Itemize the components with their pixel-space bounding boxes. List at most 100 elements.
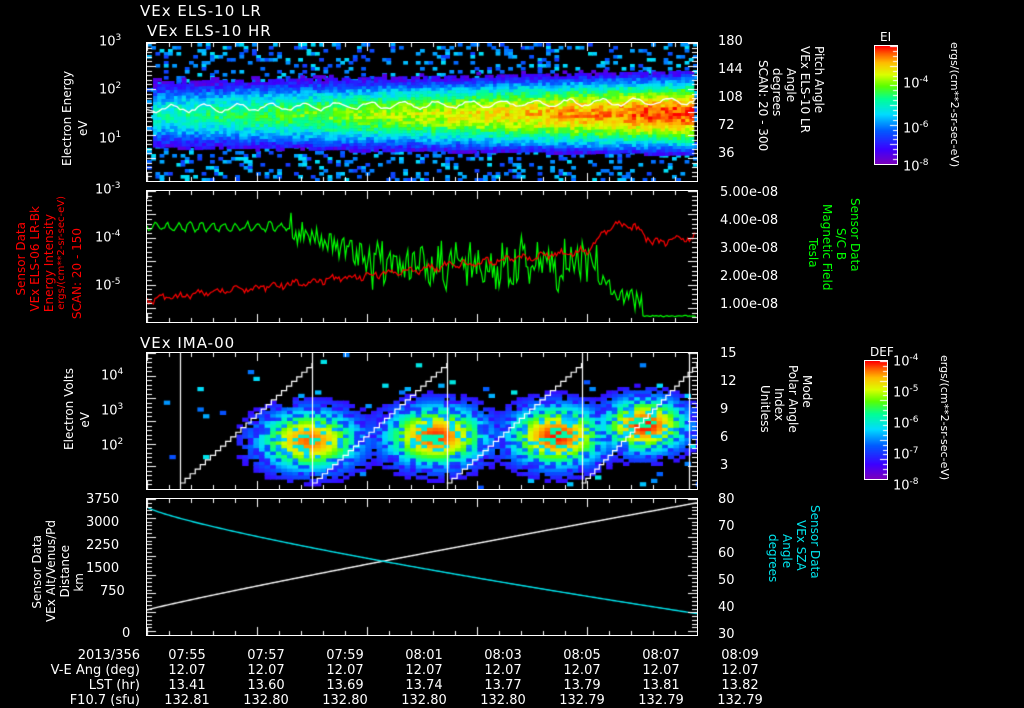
tick-exponent: -4: [111, 229, 121, 239]
bottom-table-cell: 08:09: [721, 648, 759, 663]
tick-exponent: -4: [909, 353, 919, 363]
tick-exponent: 2: [115, 81, 122, 91]
panel3-left-tick-2: 102: [101, 437, 123, 453]
bottom-table-cell: 07:57: [247, 648, 285, 663]
bottom-table-cell: 13.60: [247, 678, 285, 693]
panel3-right-axis-name-3: Index: [772, 388, 786, 422]
bottom-table-cell: 132.79: [638, 693, 684, 708]
panel3-colorbar: [864, 360, 888, 480]
panel1-right-tick-2: 108: [718, 90, 743, 105]
panel4-right-axis-name-3: Angle: [780, 534, 794, 569]
panel2-right-axis-name-3: Magnetic Field: [820, 204, 834, 291]
tick-exponent: 2: [117, 437, 124, 447]
panel1-colorbar-unit: ergs/(cm**2-sr-sec-eV): [948, 42, 961, 168]
bottom-table-cell: 08:03: [484, 648, 522, 663]
tick-exponent: -7: [909, 446, 919, 456]
tick-mantissa: 10: [893, 416, 910, 432]
panel4-left-tick-2: 2250: [86, 538, 120, 553]
panel3-right-tick-0: 15: [720, 346, 737, 361]
panel1-plot-area[interactable]: [146, 42, 698, 182]
panel3-colorbar-tick-4: 10-8: [893, 477, 919, 493]
panel3-right-tick-3: 6: [720, 430, 729, 445]
bottom-table-cell: 12.07: [563, 663, 601, 678]
tick-mantissa: 10: [893, 478, 910, 494]
panel4-right-tick-2: 60: [718, 546, 735, 561]
bottom-table-cell: 13.82: [721, 678, 759, 693]
tick-mantissa: 10: [99, 82, 116, 98]
tick-exponent: -8: [919, 158, 929, 168]
tick-mantissa: 10: [893, 354, 910, 370]
panel1-title-lr: VEx ELS-10 LR: [140, 2, 262, 20]
bottom-table-row-label: V-E Ang (deg): [50, 663, 140, 678]
panel4-left-tick-0: 3750: [86, 492, 120, 507]
panel2-plot-area[interactable]: [146, 190, 698, 323]
bottom-table-cell: 07:59: [326, 648, 364, 663]
panel3-colorbar-tick-0: 10-4: [893, 353, 919, 369]
tick-exponent: -6: [919, 120, 929, 130]
bottom-table-cell: 08:07: [642, 648, 680, 663]
panel1-colorbar-label: EI: [880, 30, 892, 44]
panel1-colorbar-tick-0: 10-4: [903, 75, 929, 91]
panel2-left-tick-0: 10-3: [95, 181, 121, 197]
panel2-left-axis-name-1: Sensor Data: [14, 222, 28, 296]
panel2-right-tick-4: 1.00e-08: [720, 297, 779, 312]
panel4-right-axis-name-2: VEx SZA: [794, 520, 808, 571]
panel4-right-tick-5: 30: [718, 627, 735, 642]
panel1-left-tick-1: 102: [99, 81, 121, 97]
bottom-table-cell: 132.79: [559, 693, 605, 708]
tick-mantissa: 10: [903, 76, 920, 92]
tick-mantissa: 10: [101, 438, 118, 454]
tick-mantissa: 10: [101, 368, 118, 384]
panel4-left-axis-name-2: VEx Alt/Venus/Pd: [44, 520, 58, 623]
panel1-left-axis-name-1: Electron Energy: [60, 70, 74, 166]
panel3-plot-area[interactable]: [146, 352, 698, 490]
bottom-table-row-label: LST (hr): [88, 678, 140, 693]
bottom-table-cell: 132.81: [164, 693, 210, 708]
bottom-table-cell: 12.07: [247, 663, 285, 678]
bottom-table-cell: 12.07: [642, 663, 680, 678]
panel3-title: VEx IMA-00: [140, 334, 236, 352]
tick-mantissa: 10: [95, 182, 112, 198]
bottom-table-row-label: 2013/356: [77, 648, 140, 663]
panel4-left-axis-name-4: km: [72, 573, 86, 592]
bottom-table-cell: 13.74: [405, 678, 443, 693]
tick-mantissa: 10: [95, 278, 112, 294]
panel1-right-tick-3: 72: [718, 118, 735, 133]
panel3-right-axis-name-2: Polar Angle: [786, 365, 800, 433]
panel2-left-axis-name-3: Energy Intensity: [42, 214, 56, 313]
tick-exponent: -3: [111, 181, 121, 191]
panel3-colorbar-tick-1: 10-5: [893, 384, 919, 400]
panel2-right-tick-1: 4.00e-08: [720, 213, 779, 228]
bottom-table-cell: 13.69: [326, 678, 364, 693]
panel4-right-tick-1: 70: [718, 519, 735, 534]
panel4-right-axis-name-4: degrees: [766, 534, 780, 583]
panel1-right-tick-4: 36: [718, 146, 735, 161]
panel1-right-axis-name-4: degrees: [770, 68, 784, 117]
panel1-right-axis-name-5: SCAN: 20 - 300: [756, 60, 770, 152]
panel3-colorbar-tick-3: 10-7: [893, 446, 919, 462]
panel4-plot-area[interactable]: [146, 498, 698, 636]
panel4-left-tick-4: 750: [100, 584, 125, 599]
tick-mantissa: 10: [101, 403, 118, 419]
panel1-left-tick-2: 101: [99, 130, 121, 146]
panel3-right-tick-2: 9: [720, 402, 729, 417]
panel3-left-axis-name-1: Electron Volts: [62, 368, 76, 450]
panel1-title-hr: VEx ELS-10 HR: [147, 22, 272, 40]
bottom-table-cell: 132.80: [480, 693, 526, 708]
panel4-left-axis-name-1: Sensor Data: [30, 535, 44, 609]
panel4-left-tick-1: 3000: [86, 515, 120, 530]
panel3-right-axis-name-4: Unitless: [758, 385, 772, 433]
tick-exponent: -8: [909, 477, 919, 487]
bottom-table-cell: 12.07: [484, 663, 522, 678]
panel1-right-tick-1: 144: [718, 62, 743, 77]
panel1-left-axis-name-2: eV: [76, 120, 90, 136]
tick-exponent: -5: [909, 384, 919, 394]
bottom-table-cell: 12.07: [168, 663, 206, 678]
panel4-left-tick-3: 1500: [86, 561, 120, 576]
tick-mantissa: 10: [99, 34, 116, 50]
panel2-right-axis-name-1: Sensor Data: [848, 198, 862, 272]
bottom-table-cell: 12.07: [405, 663, 443, 678]
tick-exponent: 4: [117, 367, 124, 377]
tick-exponent: 1: [115, 130, 122, 140]
tick-exponent: -5: [111, 277, 121, 287]
